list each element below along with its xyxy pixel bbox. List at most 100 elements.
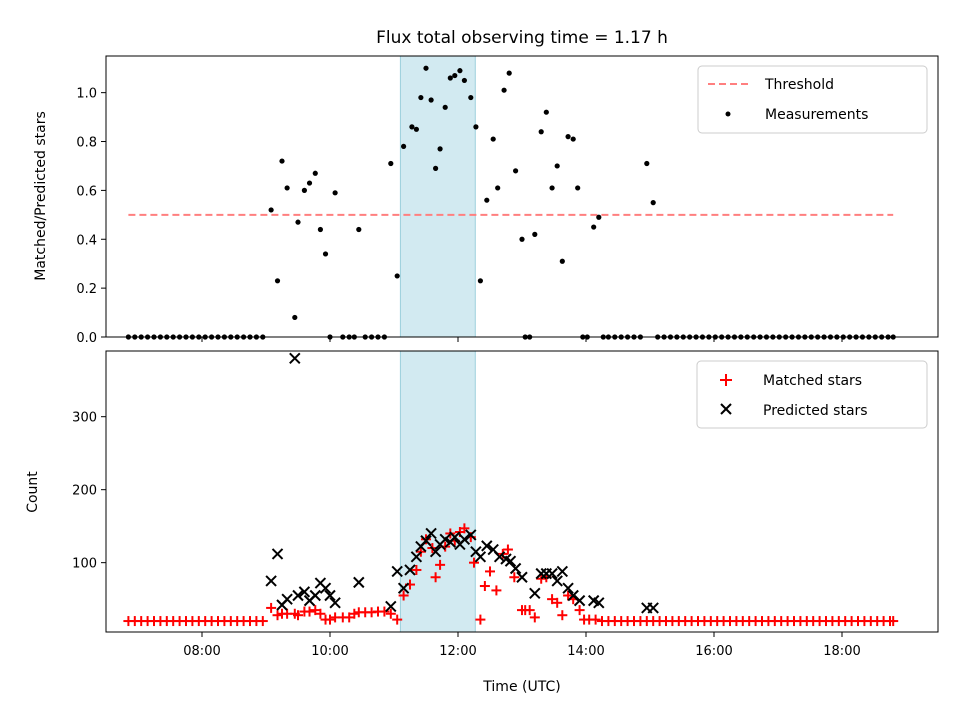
x-tick-label: 10:00 (311, 644, 348, 659)
measurement-point (394, 273, 400, 279)
predicted-stars-point (509, 562, 522, 575)
predicted-stars-legend-swatch (720, 403, 732, 415)
matched-stars-legend-swatch (720, 374, 732, 386)
measurement-point (501, 87, 507, 93)
x-tick-label: 14:00 (567, 644, 604, 659)
matched-stars-point (509, 572, 520, 583)
matched-stars-legend-label: Matched stars (763, 373, 862, 389)
matched-stars-point (459, 523, 470, 534)
measurement-point (559, 258, 565, 264)
measurement-point (279, 158, 285, 164)
predicted-stars-point (265, 575, 277, 587)
predicted-stars-point (353, 576, 365, 589)
measurement-point (513, 168, 519, 174)
measurement-point (519, 236, 525, 242)
y-tick-label: 0.0 (76, 331, 97, 346)
predicted-stars-point (481, 540, 493, 552)
predicted-stars-point (474, 551, 487, 563)
matched-stars-point (411, 564, 422, 575)
top-y-axis-label: Matched/Predicted stars (33, 111, 49, 281)
matched-stars-point (590, 614, 601, 625)
matched-stars-point (529, 612, 540, 623)
predicted-stars-point (493, 551, 506, 563)
measurement-point (461, 77, 467, 84)
measurement-point (591, 224, 597, 230)
matched-stars-point (485, 566, 495, 577)
matched-stars-point (398, 590, 409, 601)
x-tick-label: 12:00 (439, 644, 476, 659)
bottom-legend-box (696, 360, 928, 429)
matched-stars-point (293, 610, 303, 621)
matched-stars-point (325, 614, 335, 625)
measurement-point (433, 165, 439, 171)
predicted-stars-point (516, 571, 528, 583)
measurement-point (490, 136, 496, 142)
measurement-point (401, 143, 407, 150)
predicted-stars-point (573, 594, 586, 607)
predicted-stars-point (551, 575, 563, 587)
matched-stars-point (315, 608, 326, 619)
measurement-point (506, 70, 512, 76)
top-legend-box (697, 65, 928, 134)
matched-stars-point (435, 559, 446, 570)
measurement-point (543, 109, 549, 115)
matched-stars-point (266, 602, 277, 613)
matched-stars-point (547, 594, 558, 605)
predicted-stars-point (404, 564, 416, 576)
predicted-stars-point (546, 567, 558, 580)
matched-stars-point (392, 614, 403, 625)
measurement-point (596, 214, 602, 220)
matched-stars-point (536, 573, 547, 584)
measurement-point (423, 65, 429, 71)
measurement-point (284, 185, 290, 191)
predicted-stars-point (298, 586, 311, 598)
x-tick-label: 08:00 (183, 644, 220, 659)
observing-window-shade (399, 55, 476, 338)
measurement-point (538, 129, 544, 135)
bottom-legend: Matched stars Predicted stars (696, 360, 928, 429)
matched-stars-point (349, 608, 360, 619)
matched-stars-point (479, 581, 490, 592)
matched-stars-point (257, 616, 268, 627)
chart-title: Flux total observing time = 1.17 h (376, 28, 668, 48)
matched-stars-point (557, 610, 568, 621)
measurement-point (301, 187, 307, 193)
predicted-stars-legend-label: Predicted stars (763, 403, 868, 419)
predicted-stars-point (329, 597, 341, 609)
measurement-point (575, 185, 581, 191)
measurement-point (409, 124, 415, 130)
predicted-stars-point (292, 589, 304, 602)
matched-stars-point (304, 606, 315, 617)
y-tick-label: 0.6 (76, 184, 97, 199)
matched-stars-point (344, 612, 355, 623)
measurement-point (532, 231, 538, 237)
measurement-point (452, 72, 458, 79)
measurement-point (428, 97, 434, 103)
measurement-point (312, 170, 318, 176)
matched-stars-point (310, 605, 321, 616)
predicted-stars-point (397, 582, 410, 594)
predicted-stars-point (556, 565, 569, 578)
measurement-point (644, 160, 650, 167)
matched-stars-point (469, 557, 479, 568)
matched-stars-point (524, 605, 535, 616)
measurements-legend-swatch (725, 111, 731, 117)
matched-stars-point (888, 616, 899, 627)
matched-stars-point (563, 590, 574, 601)
predicted-stars-point (289, 352, 301, 365)
predicted-stars-point (281, 593, 293, 605)
predicted-stars-point (429, 546, 442, 558)
measurement-point (554, 163, 560, 169)
measurement-point (388, 160, 394, 167)
predicted-stars-point (425, 527, 437, 540)
predicted-stars-point (271, 548, 284, 560)
matched-stars-point (430, 572, 441, 583)
predicted-stars-point (593, 597, 605, 609)
predicted-stars-point (562, 582, 574, 594)
measurement-point (468, 94, 474, 101)
x-axis-label: Time (UTC) (482, 679, 560, 695)
measurement-point (437, 146, 443, 152)
measurement-point (565, 134, 571, 140)
predicted-stars-point (465, 529, 477, 541)
measurement-point (473, 124, 479, 130)
